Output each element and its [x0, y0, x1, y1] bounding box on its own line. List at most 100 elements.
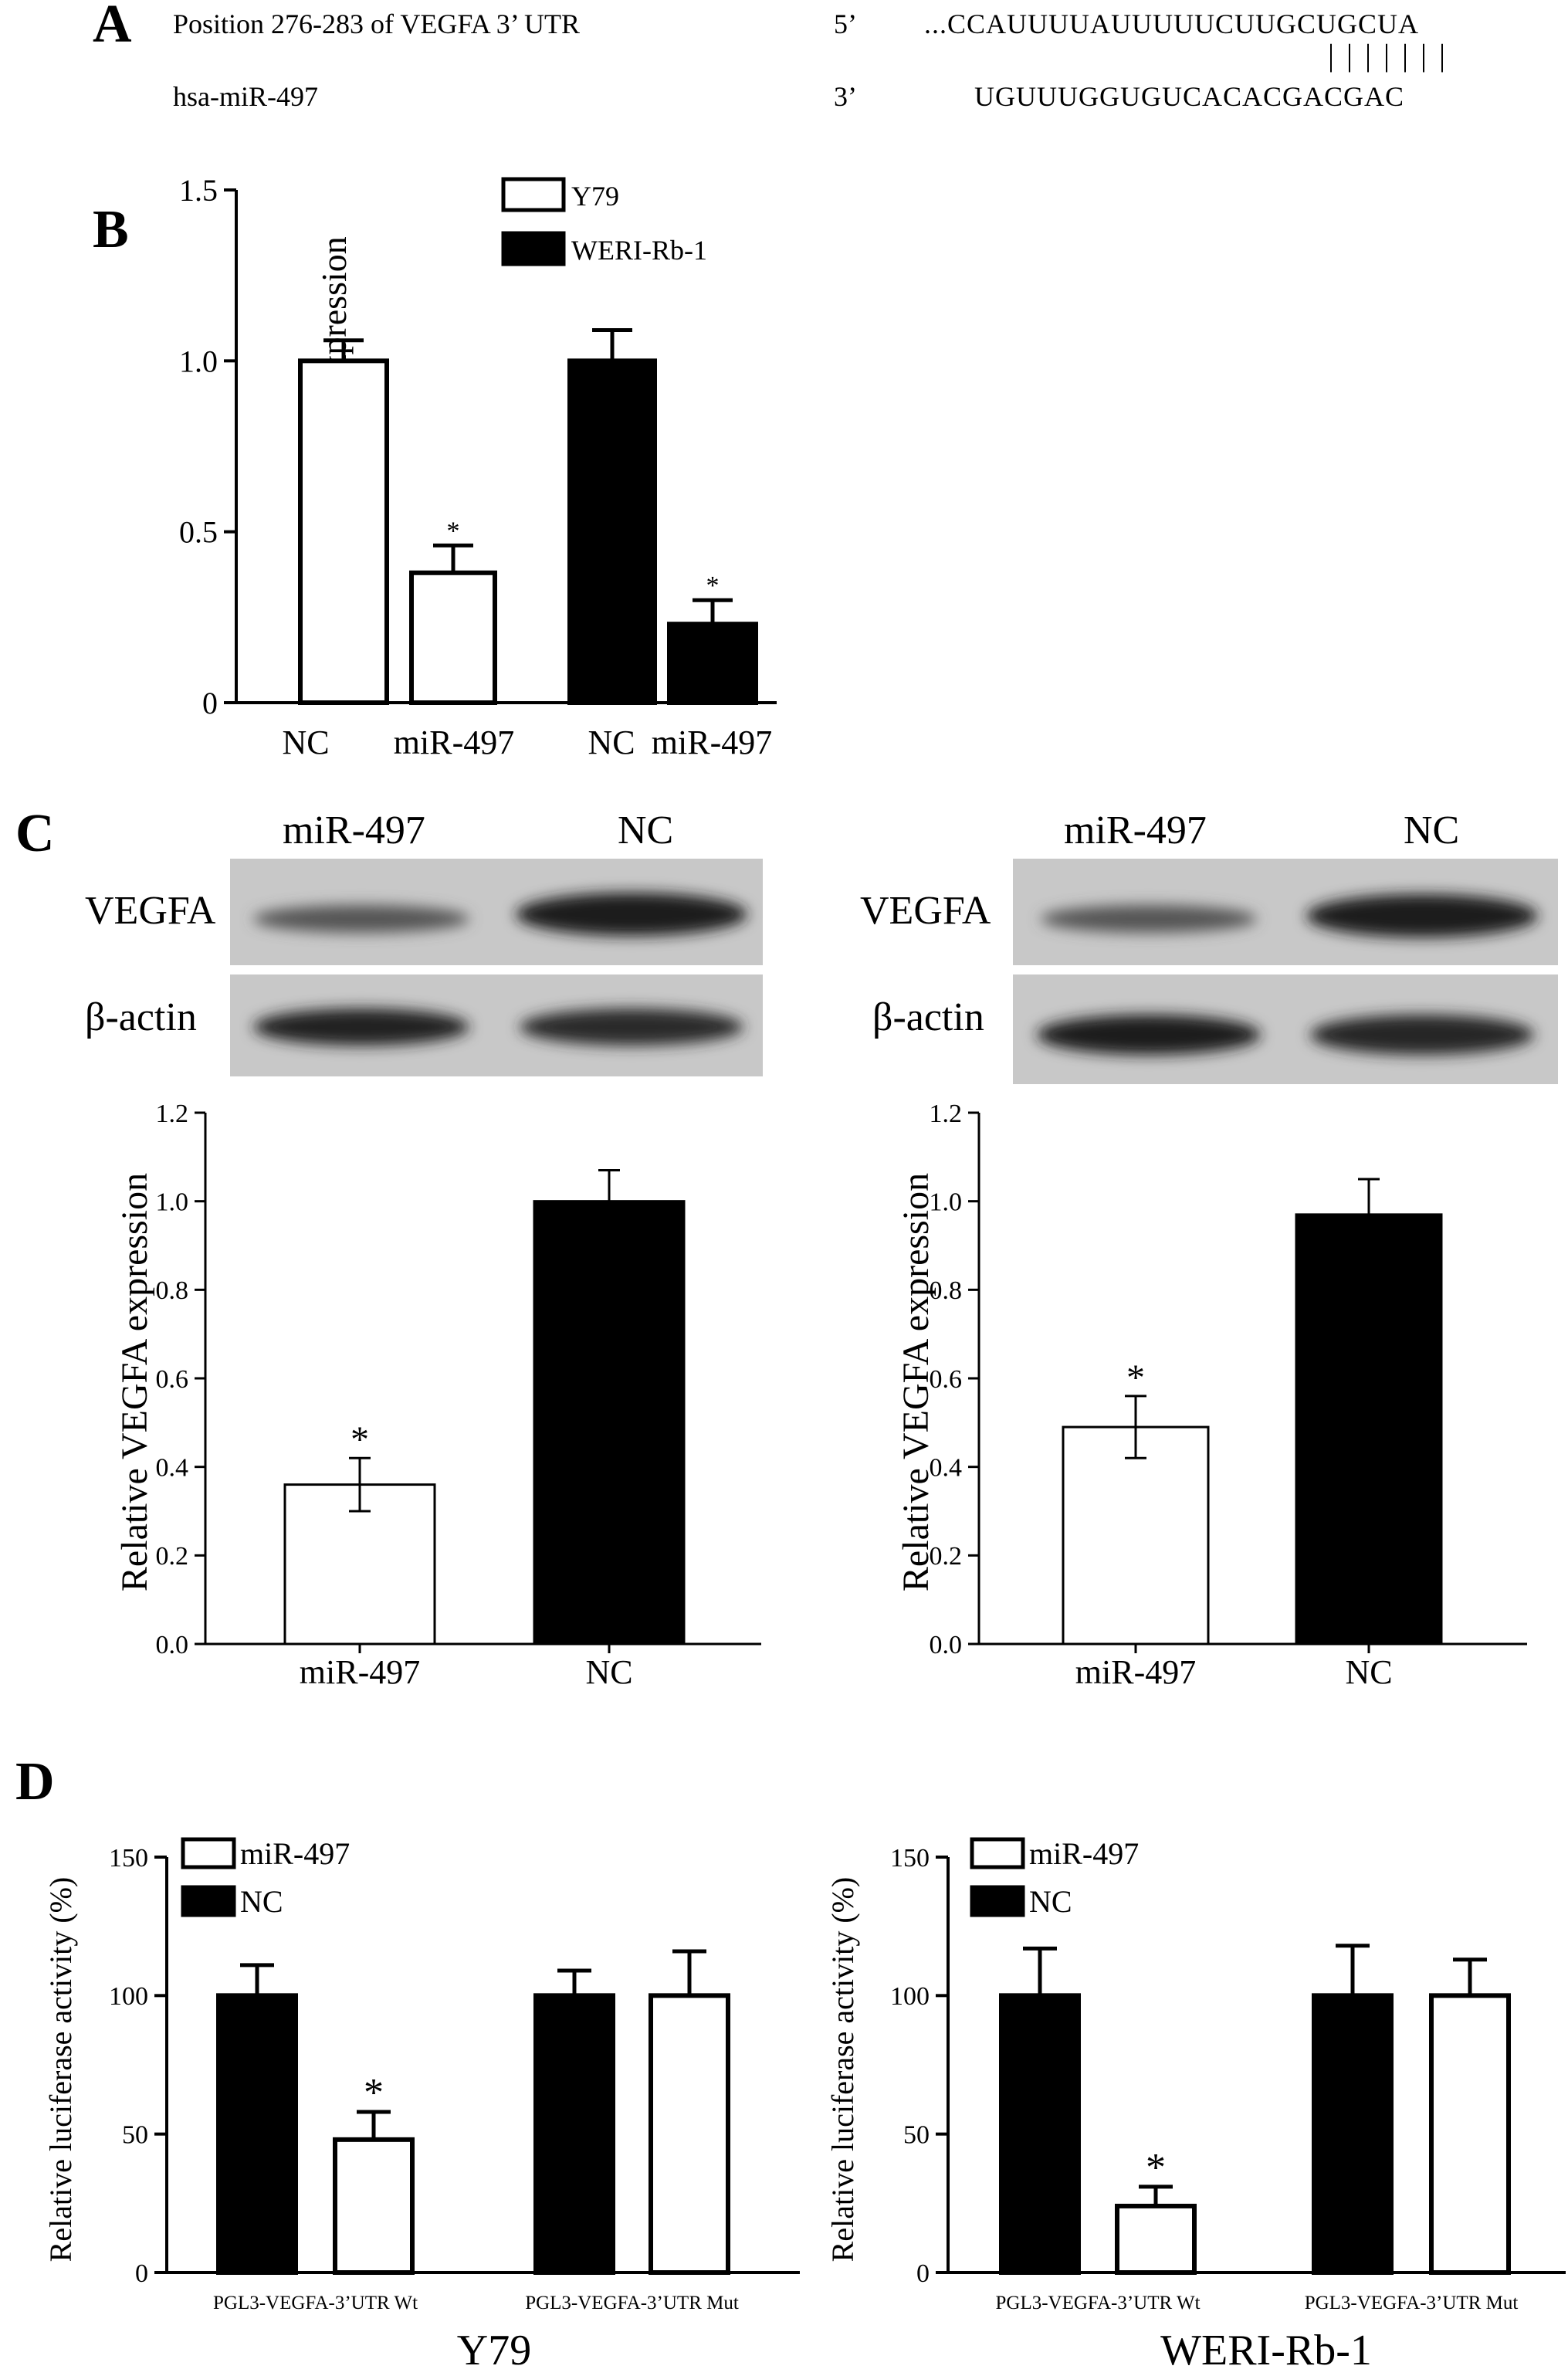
chart-c-left-y-tick-label: 1.2 [156, 1100, 189, 1128]
panel-letter-b: B [93, 200, 129, 259]
chart-d-right-legend-swatch-0 [970, 1837, 1025, 1869]
chart-b-3-significance: * [706, 571, 720, 600]
western-blot-right [1013, 859, 1558, 1084]
chart-c-right-y-tick-label: 0.4 [930, 1454, 963, 1483]
chart-c-left-y-tick-label: 0.0 [156, 1631, 189, 1659]
chart-d-left-legend-swatch-0 [181, 1837, 236, 1869]
panel-letter-c: C [15, 804, 55, 863]
chart-d-left-y-tick-label: 0 [135, 2259, 148, 2288]
chart-d-right-y-tick-label: 50 [903, 2121, 930, 2150]
chart-c-right-y-tick-label: 0.2 [930, 1542, 963, 1571]
blot-right-lane-1: miR-497 [1064, 808, 1207, 852]
chart-b-1-significance: * [447, 517, 460, 545]
chart-c-left-x-tick-label: miR-497 [300, 1653, 420, 1691]
chart-c-left-0-significance: * [351, 1419, 369, 1460]
chart-c-right-x-tick-label: miR-497 [1075, 1653, 1196, 1691]
chart-b-x-tick-label: NC [282, 724, 329, 761]
chart-d-right-x-tick-label: PGL3-VEGFA-3’UTR Mut [1305, 2293, 1519, 2313]
chart-c-left-x-tick-label: NC [585, 1653, 632, 1691]
blot-right-actin-band-mir497 [1037, 1015, 1261, 1055]
blot-right-actin-band-nc [1310, 1015, 1534, 1055]
chart-d-right-y-tick-label: 0 [916, 2259, 930, 2288]
chart-d-left-legend-label-1: NC [240, 1884, 283, 1919]
blot-left-actin-band-nc [520, 1008, 743, 1046]
chart-c-left-y-axis-label: Relative VEGFA expression [114, 1173, 155, 1591]
chart-d-left-legend-swatch-1 [181, 1885, 236, 1917]
chart-c-right-0-significance: * [1126, 1357, 1145, 1398]
chart-b-y-tick-label: 1.5 [179, 173, 218, 208]
utr-5prime-end: 5’ [834, 8, 857, 39]
mirna-sequence: UGUUUGGUGUCACACGACGAC [974, 81, 1405, 112]
chart-c-right-y-tick-label: 1.0 [930, 1188, 963, 1217]
chart-b-y-tick-label: 1.0 [179, 344, 218, 378]
utr-sequence: ...CCAUUUUAUUUUUCUUGCUGCUA [924, 8, 1420, 39]
utr-position-label: Position 276-283 of VEGFA 3’ UTR [173, 8, 581, 39]
chart-b-legend-label-0: Y79 [571, 181, 619, 212]
chart-c-left-y-tick-label: 0.2 [156, 1542, 189, 1571]
chart-d-left-y-axis-label: Relative luciferase activity (%) [43, 1877, 78, 2262]
chart-d-right-y-axis-label: Relative luciferase activity (%) [825, 1877, 860, 2262]
chart-b-y-tick-label: 0.5 [179, 515, 218, 550]
chart-c-left-y-tick-label: 0.6 [156, 1365, 189, 1394]
chart-d-right-0-0-bar [999, 1993, 1081, 2275]
chart-b-x-tick-label: NC [588, 724, 635, 761]
chart-d-right-1-1-bar [1429, 1993, 1511, 2275]
chart-c-left-1-bar [533, 1200, 686, 1646]
chart-d-right-x-tick-label: PGL3-VEGFA-3’UTR Wt [995, 2293, 1200, 2313]
chart-c-right-y-tick-label: 0.6 [930, 1365, 963, 1394]
chart-d-left-y-tick-label: 100 [109, 1982, 148, 2011]
chart-c-left-y-tick-label: 0.8 [156, 1276, 189, 1305]
chart-b-x-tick-label: miR-497 [652, 724, 772, 761]
blot-left-actin-band-mir497 [253, 1008, 469, 1046]
chart-b: 00.51.01.5Relative VEGFA expressionNC*mi… [179, 173, 777, 761]
chart-d-right-legend-swatch-1 [970, 1885, 1025, 1917]
blot-left-lane-1: miR-497 [283, 808, 425, 852]
chart-d-left-0-1-bar [333, 2137, 415, 2276]
chart-d-left-x-tick-label: PGL3-VEGFA-3’UTR Mut [525, 2293, 739, 2313]
chart-d-left-x-axis-label: Y79 [457, 2327, 531, 2374]
western-blot-left [230, 859, 763, 1076]
chart-d-left-legend-label-0: miR-497 [240, 1836, 350, 1871]
chart-b-3-bar [667, 622, 758, 705]
chart-c-right-y-axis-label: Relative VEGFA expression [896, 1173, 936, 1591]
chart-d-left-y-tick-label: 50 [122, 2121, 148, 2150]
blot-left-vegfa-band-nc [516, 893, 747, 936]
chart-c-right-y-tick-label: 0.0 [930, 1631, 963, 1659]
chart-d-left-1-0-bar [533, 1993, 615, 2275]
blot-right-lane-2: NC [1404, 808, 1460, 852]
blot-right-vegfa-band-mir497 [1041, 905, 1257, 933]
chart-d-right-y-tick-label: 150 [890, 1844, 930, 1873]
chart-d-left-y-tick-label: 150 [109, 1844, 148, 1873]
blot-left-row-actin: β-actin [85, 995, 197, 1039]
chart-c-left-y-tick-label: 1.0 [156, 1188, 189, 1217]
chart-d-right-1-0-bar [1312, 1993, 1394, 2275]
chart-d-right-legend-label-0: miR-497 [1029, 1836, 1139, 1871]
chart-b-2-bar [567, 358, 657, 705]
blot-left-vegfa-band-mir497 [253, 905, 469, 933]
chart-d-left-0-1-significance: * [364, 2071, 384, 2115]
blot-right-row-actin: β-actin [872, 995, 984, 1039]
mirna-name-label: hsa-miR-497 [173, 81, 318, 112]
chart-d-left-x-tick-label: PGL3-VEGFA-3’UTR Wt [213, 2293, 418, 2313]
chart-d-right-x-axis-label: WERI-Rb-1 [1160, 2327, 1372, 2374]
chart-d-left-1-1-bar [649, 1993, 730, 2275]
chart-c: 0.0 0.2 0.4 0.6 0.8 1.0 1.2 Relative VEGFA expr… [114, 1100, 1527, 1691]
chart-d-right-0-1-bar [1115, 2203, 1197, 2275]
blot-right-vegfa-band-nc [1306, 894, 1538, 937]
chart-b-legend-swatch-0 [501, 177, 566, 212]
blot-right-row-vegfa: VEGFA [860, 889, 991, 933]
chart-c-right-0-bar [1062, 1425, 1210, 1646]
chart-d-right-0-1-significance: * [1146, 2146, 1166, 2190]
chart-c-right-y-tick-label: 1.2 [930, 1100, 963, 1128]
chart-b-legend-swatch-1 [501, 231, 566, 266]
panel-letter-a: A [93, 0, 132, 54]
chart-b-x-tick-label: miR-497 [394, 724, 514, 761]
chart-b-1-bar [409, 570, 497, 706]
panel-letter-d: D [15, 1752, 55, 1812]
chart-c-right-y-tick-label: 0.8 [930, 1276, 963, 1305]
blot-left-lane-2: NC [618, 808, 674, 852]
chart-b-legend-label-1: WERI-Rb-1 [571, 235, 707, 266]
blot-left-row-vegfa: VEGFA [85, 889, 216, 933]
chart-c-right-x-tick-label: NC [1345, 1653, 1392, 1691]
